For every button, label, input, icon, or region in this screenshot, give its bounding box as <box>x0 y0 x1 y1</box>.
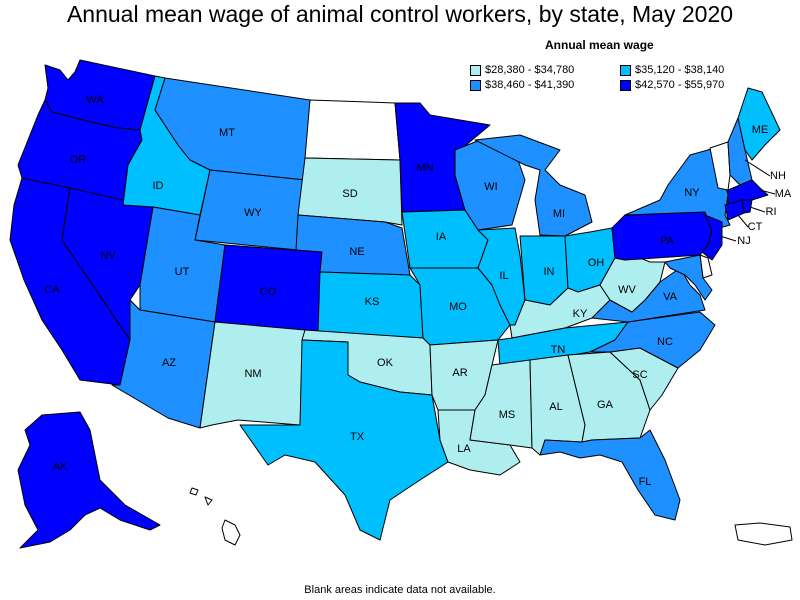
state-label-TX: TX <box>350 431 365 443</box>
legend-item-3: $38,460 - $41,390 <box>470 79 574 91</box>
state-label-AL: AL <box>549 401 562 413</box>
state-label-ID: ID <box>153 180 164 192</box>
state-label-WV: WV <box>618 284 636 296</box>
state-label-IL: IL <box>499 270 508 282</box>
legend: $28,380 - $34,780 $35,120 - $38,140 $38,… <box>470 64 800 98</box>
legend-swatch <box>470 64 481 76</box>
legend-swatch <box>620 79 631 91</box>
state-TX[interactable] <box>239 339 449 541</box>
state-labels: WA OR CA NV ID MT WY UT AZ CO NM SD NE K… <box>44 94 792 488</box>
state-label-AZ: AZ <box>162 357 176 369</box>
state-SD[interactable] <box>297 157 403 226</box>
legend-label: $42,570 - $55,970 <box>635 79 725 91</box>
state-NC[interactable] <box>589 311 716 369</box>
legend-item-2: $35,120 - $38,140 <box>620 64 724 76</box>
footnote: Blank areas indicate data not available. <box>304 584 496 596</box>
state-label-KY: KY <box>573 308 588 320</box>
state-label-MS: MS <box>499 409 516 421</box>
state-label-MA: MA <box>775 188 792 200</box>
state-label-MI: MI <box>553 208 565 220</box>
state-VT[interactable] <box>709 141 731 191</box>
state-ND[interactable] <box>304 99 401 161</box>
legend-item-4: $42,570 - $55,970 <box>620 79 724 91</box>
state-ME[interactable] <box>737 87 781 161</box>
state-label-SC: SC <box>632 369 647 381</box>
state-MD[interactable] <box>664 254 713 301</box>
state-label-CO: CO <box>260 286 277 298</box>
state-HI[interactable] <box>189 487 241 546</box>
legend-label: $38,460 - $41,390 <box>485 79 575 91</box>
state-label-NE: NE <box>349 246 364 258</box>
state-NJ[interactable] <box>701 214 723 261</box>
state-label-RI: RI <box>766 206 777 218</box>
state-label-FL: FL <box>639 476 652 488</box>
state-label-WA: WA <box>86 94 104 106</box>
state-label-UT: UT <box>175 266 190 278</box>
map-title: Annual mean wage of animal control worke… <box>66 1 734 27</box>
state-label-LA: LA <box>457 443 471 455</box>
state-label-PA: PA <box>660 235 675 247</box>
state-label-KS: KS <box>365 296 380 308</box>
state-label-OK: OK <box>377 357 394 369</box>
state-label-OH: OH <box>588 257 605 269</box>
state-label-GA: GA <box>597 399 614 411</box>
state-MI[interactable] <box>474 134 593 237</box>
state-label-TN: TN <box>551 344 566 356</box>
state-label-VA: VA <box>663 291 678 303</box>
legend-title: Annual mean wage <box>545 38 654 52</box>
state-label-WI: WI <box>484 181 497 193</box>
state-label-AR: AR <box>452 367 467 379</box>
state-label-NH: NH <box>770 170 786 182</box>
state-label-NC: NC <box>657 336 673 348</box>
state-label-MO: MO <box>449 301 467 313</box>
legend-label: $28,380 - $34,780 <box>485 64 575 76</box>
legend-swatch <box>620 64 631 76</box>
state-label-WY: WY <box>244 207 262 219</box>
state-label-ME: ME <box>752 124 769 136</box>
state-AK[interactable] <box>17 411 161 549</box>
state-label-NM: NM <box>244 368 261 380</box>
legend-label: $35,120 - $38,140 <box>635 64 725 76</box>
state-label-NY: NY <box>684 187 700 199</box>
state-label-AK: AK <box>53 461 68 473</box>
state-label-CT: CT <box>748 221 763 233</box>
state-label-IA: IA <box>436 231 447 243</box>
state-FL[interactable] <box>539 429 681 521</box>
legend-item-1: $28,380 - $34,780 <box>470 64 574 76</box>
state-label-MN: MN <box>416 162 433 174</box>
state-label-CA: CA <box>44 284 60 296</box>
callout-lines <box>719 159 776 242</box>
legend-swatch <box>470 79 481 91</box>
state-label-NJ: NJ <box>737 235 750 247</box>
state-label-NV: NV <box>100 250 116 262</box>
state-label-OR: OR <box>70 154 87 166</box>
territory-PR[interactable] <box>734 522 793 546</box>
state-label-IN: IN <box>544 266 555 278</box>
state-RI[interactable] <box>741 199 753 214</box>
state-label-SD: SD <box>342 188 357 200</box>
state-label-MT: MT <box>219 127 235 139</box>
